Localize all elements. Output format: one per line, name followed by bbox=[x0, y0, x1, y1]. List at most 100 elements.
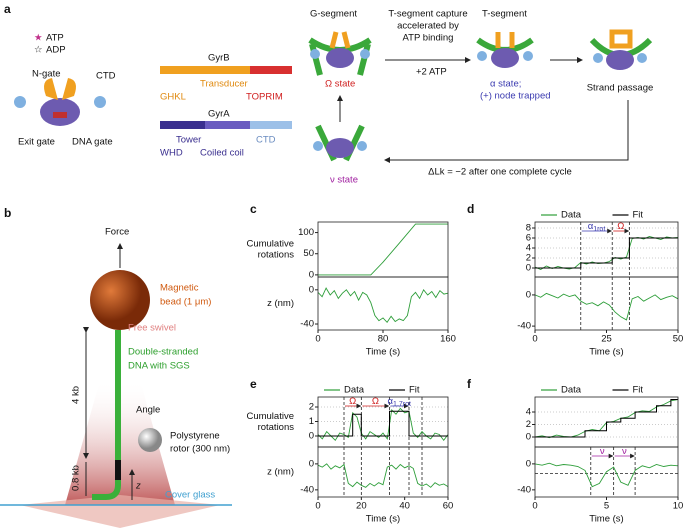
legend-label: ATP bbox=[46, 33, 64, 44]
star: ☆ bbox=[34, 45, 43, 56]
panel-label: e bbox=[250, 377, 257, 391]
axes-frame bbox=[534, 221, 679, 278]
legend-label: Data bbox=[561, 385, 582, 396]
domain bbox=[250, 66, 292, 74]
arrow bbox=[384, 100, 629, 163]
label: Tower bbox=[176, 135, 201, 146]
line-series bbox=[535, 292, 678, 321]
label: Magnetic bbox=[160, 283, 199, 294]
annotation: Ω bbox=[349, 396, 356, 407]
label: TOPRIM bbox=[246, 92, 283, 103]
axes-frame bbox=[317, 221, 449, 278]
x-tick-label: 5 bbox=[604, 501, 609, 512]
y-tick-label: 50 bbox=[303, 248, 314, 259]
axes-frame bbox=[317, 396, 449, 448]
domain bbox=[160, 66, 250, 74]
passage-icon bbox=[589, 29, 653, 70]
domain bbox=[205, 121, 250, 129]
rotor bbox=[138, 428, 162, 452]
label: GHKL bbox=[160, 92, 186, 103]
label: CTD bbox=[96, 71, 116, 82]
x-axis-label: Time (s) bbox=[589, 347, 623, 358]
alpha-icon bbox=[476, 32, 534, 68]
legend-label: Data bbox=[344, 385, 365, 396]
x-tick-label: 60 bbox=[443, 501, 454, 512]
line-series bbox=[535, 399, 678, 439]
label: Force bbox=[105, 227, 129, 238]
annotation: α1rot bbox=[588, 221, 606, 233]
legend-label: Fit bbox=[633, 210, 644, 221]
y-tick-label: 2 bbox=[526, 253, 531, 264]
label: Ω state bbox=[325, 79, 355, 90]
axes-frame bbox=[317, 446, 449, 498]
label: Angle bbox=[136, 405, 160, 416]
y-axis-label: z (nm) bbox=[267, 467, 294, 478]
x-tick-label: 20 bbox=[356, 501, 367, 512]
annotation: ν bbox=[622, 446, 627, 457]
label: G-segment bbox=[310, 9, 357, 20]
legend-label: Fit bbox=[409, 385, 420, 396]
legend-label: ADP bbox=[46, 45, 66, 56]
domain bbox=[160, 121, 205, 129]
label: DNA gate bbox=[72, 137, 113, 148]
axes-frame bbox=[534, 276, 679, 331]
label: Transducer bbox=[200, 79, 248, 90]
label: accelerated by bbox=[397, 21, 459, 32]
label: (+) node trapped bbox=[480, 91, 551, 102]
label: Cover glass bbox=[165, 490, 215, 501]
panel-label: f bbox=[467, 377, 472, 391]
line-series bbox=[318, 463, 448, 488]
annotation-text: Ω bbox=[349, 396, 356, 407]
label: N-gate bbox=[32, 69, 61, 80]
label: WHD bbox=[160, 148, 183, 159]
label: ΔLk = −2 after one complete cycle bbox=[428, 167, 572, 178]
legend-label: Fit bbox=[633, 385, 644, 396]
label: α state; bbox=[490, 79, 521, 90]
y-axis-label: rotations bbox=[258, 250, 295, 261]
line-series bbox=[535, 462, 678, 488]
label: CTD bbox=[256, 135, 276, 146]
label: GyrB bbox=[208, 53, 230, 64]
y-axis-label: Cumulative bbox=[246, 239, 294, 250]
annotation: ν bbox=[600, 446, 605, 457]
legend-label: Data bbox=[561, 210, 582, 221]
label: rotor (300 nm) bbox=[170, 444, 230, 455]
y-tick-label: 0 bbox=[526, 432, 531, 443]
x-tick-label: 0 bbox=[315, 334, 320, 345]
label: ν state bbox=[330, 175, 358, 186]
y-tick-label: 0 bbox=[309, 431, 314, 442]
star: ★ bbox=[34, 33, 43, 44]
line-series bbox=[535, 399, 678, 438]
annotation-sub: 1rot bbox=[593, 226, 605, 233]
panel-label: d bbox=[467, 202, 474, 216]
label: Polystyrene bbox=[170, 431, 220, 442]
x-axis-label: Time (s) bbox=[366, 347, 400, 358]
line-series bbox=[318, 410, 448, 437]
label: bead (1 μm) bbox=[160, 297, 211, 308]
y-tick-label: 4 bbox=[526, 243, 531, 254]
y-axis-label: z (nm) bbox=[267, 298, 294, 309]
nu-icon bbox=[313, 124, 367, 162]
y-axis-label: Cumulative bbox=[246, 411, 294, 422]
panel-label: c bbox=[250, 202, 257, 216]
label: Exit gate bbox=[18, 137, 55, 148]
x-tick-label: 10 bbox=[673, 501, 684, 512]
axes-frame bbox=[317, 276, 449, 331]
x-tick-label: 160 bbox=[440, 334, 456, 345]
y-tick-label: 4 bbox=[526, 407, 531, 418]
y-tick-label: 0 bbox=[309, 284, 314, 295]
annotation-text: α bbox=[388, 396, 394, 407]
y-tick-label: 0 bbox=[526, 289, 531, 300]
line-series bbox=[535, 237, 678, 269]
label: +2 ATP bbox=[416, 67, 447, 78]
y-tick-label: -40 bbox=[517, 321, 531, 332]
y-tick-label: -40 bbox=[517, 484, 531, 495]
y-tick-label: 1 bbox=[309, 416, 314, 427]
label: T-segment capture bbox=[388, 9, 467, 20]
annotation-text: Ω bbox=[372, 396, 379, 407]
annotation: Ω bbox=[617, 221, 624, 232]
dna bbox=[92, 484, 121, 500]
y-tick-label: 0 bbox=[309, 269, 314, 280]
y-tick-label: -40 bbox=[300, 319, 314, 330]
x-tick-label: 0 bbox=[315, 501, 320, 512]
